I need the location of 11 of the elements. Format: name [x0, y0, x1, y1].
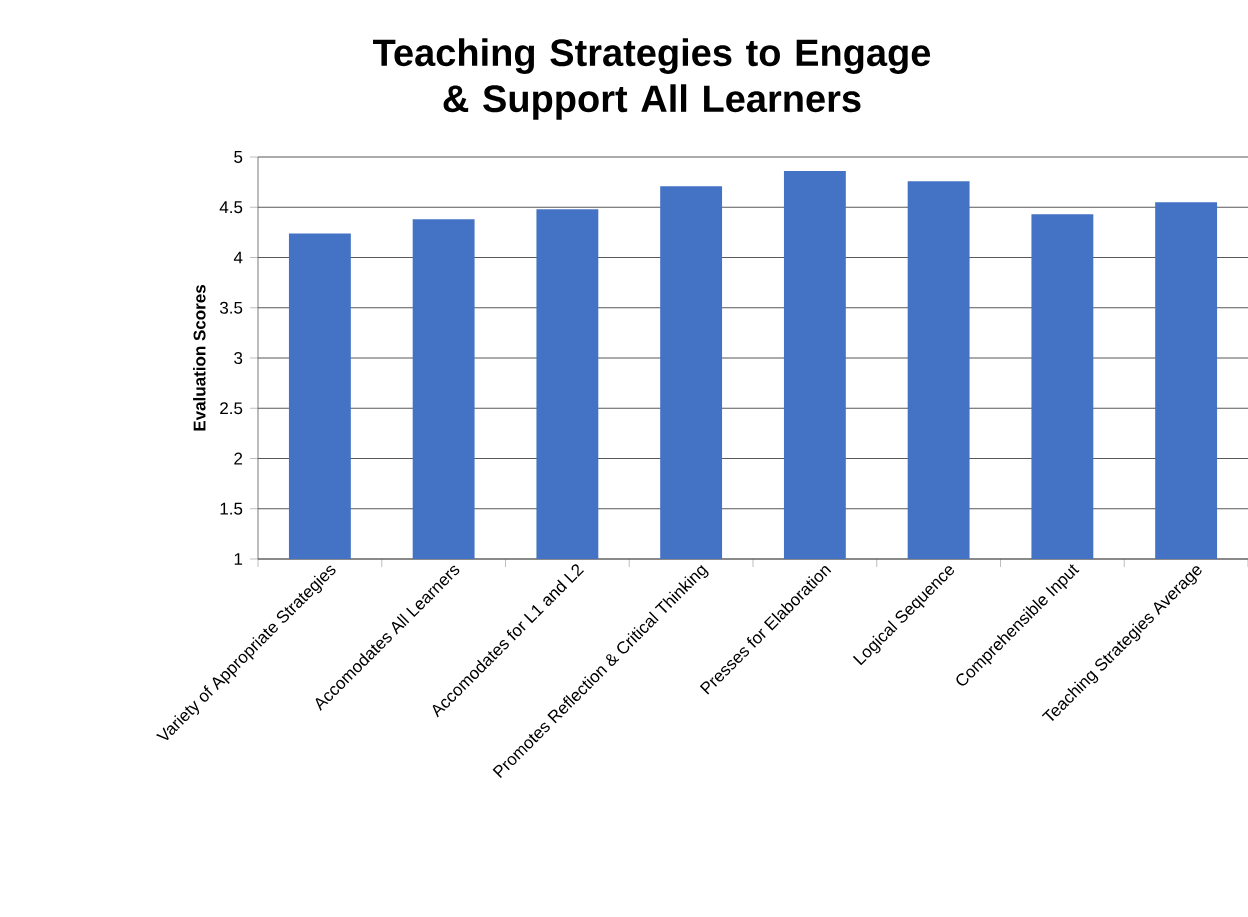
chart-title: Teaching Strategies to Engage & Support All Learners	[373, 38, 931, 120]
y-tick-label: 5	[234, 151, 243, 163]
y-tick-label: 4	[233, 251, 243, 264]
y-tick-label: 1.5	[220, 502, 243, 515]
y-tick-label: 3	[234, 352, 243, 365]
y-axis-title: Evaluation Scores	[193, 285, 206, 431]
y-tick-label: 3.5	[219, 301, 243, 314]
y-tick-label: 4.5	[219, 201, 243, 214]
y-tick-label: 2	[234, 452, 243, 465]
y-tick-label: 1	[234, 553, 243, 565]
y-tick-label: 2.5	[220, 402, 243, 415]
